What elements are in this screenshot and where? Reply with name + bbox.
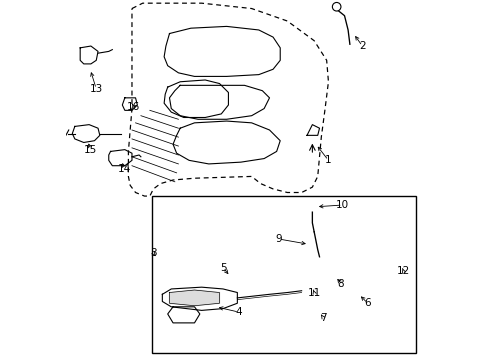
Text: 10: 10 [335, 200, 348, 210]
Polygon shape [306, 125, 319, 135]
Polygon shape [80, 46, 98, 64]
Polygon shape [164, 26, 280, 76]
Text: 16: 16 [127, 102, 140, 112]
Text: 14: 14 [118, 164, 131, 174]
Text: 11: 11 [307, 288, 320, 297]
Text: 7: 7 [319, 312, 325, 323]
Polygon shape [328, 271, 337, 278]
Text: 4: 4 [235, 307, 242, 317]
Polygon shape [385, 258, 403, 275]
Text: 15: 15 [84, 145, 97, 155]
Polygon shape [164, 80, 228, 117]
Circle shape [332, 3, 340, 11]
Polygon shape [299, 257, 337, 294]
Polygon shape [301, 262, 329, 287]
Polygon shape [122, 98, 137, 111]
Polygon shape [167, 307, 200, 323]
Text: 5: 5 [219, 262, 226, 273]
Text: 13: 13 [89, 84, 102, 94]
Text: 2: 2 [358, 41, 365, 51]
Text: 1: 1 [325, 156, 331, 165]
Text: 3: 3 [150, 248, 156, 258]
Polygon shape [169, 290, 219, 306]
Polygon shape [72, 125, 100, 143]
Text: 12: 12 [396, 266, 409, 276]
Text: 9: 9 [275, 234, 281, 244]
Polygon shape [108, 150, 132, 166]
Text: 8: 8 [337, 279, 344, 289]
Text: 6: 6 [364, 298, 370, 308]
Bar [151, 196, 415, 353]
Polygon shape [162, 287, 237, 310]
Polygon shape [169, 85, 269, 119]
Polygon shape [173, 121, 280, 164]
